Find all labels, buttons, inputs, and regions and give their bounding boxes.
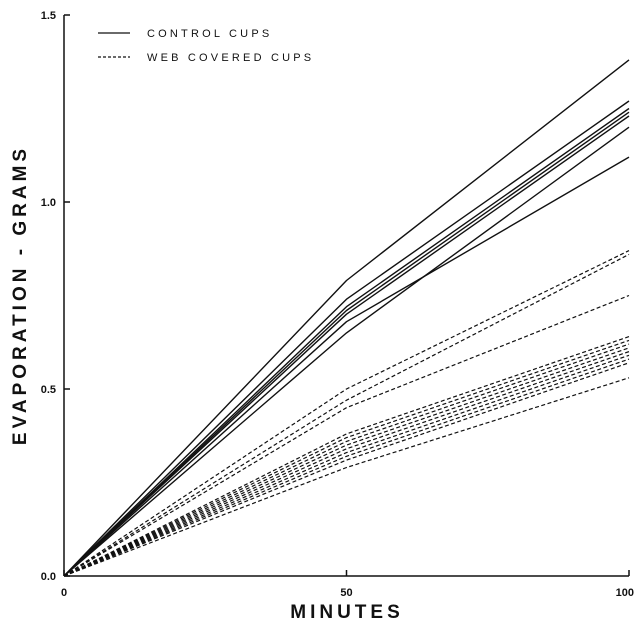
web-covered-cup-line-9 [63, 253, 630, 577]
control-cup-line-3 [63, 107, 630, 577]
control-cup-line-2 [63, 100, 630, 577]
web-covered-cup-line-10 [63, 294, 630, 577]
control-cup-line-5 [63, 115, 630, 577]
web-covered-cup-line-11 [63, 336, 630, 577]
web-covered-cup-line-8 [63, 250, 630, 577]
web-covered-cup-line-12 [63, 339, 630, 577]
web-covered-cup-line-15 [63, 351, 630, 577]
web-covered-cup-line-17 [63, 358, 630, 577]
x-tick-label: 0 [61, 587, 67, 599]
control-cup-line-1 [63, 59, 630, 577]
plot-marks [63, 59, 630, 577]
axes [63, 14, 630, 577]
control-cup-line-4 [63, 111, 630, 577]
control-cup-line-7 [63, 126, 630, 577]
web-covered-cup-line-13 [63, 343, 630, 577]
legend-label-web-covered: WEB COVERED CUPS [147, 52, 314, 64]
y-tick-label: 1.0 [41, 197, 56, 209]
web-covered-cup-line-18 [63, 362, 630, 577]
web-covered-cup-line-14 [63, 347, 630, 577]
x-tick-label: 100 [616, 587, 634, 599]
control-cup-line-6 [63, 156, 630, 577]
x-axis-title: MINUTES [290, 602, 404, 623]
y-tick-label: 1.5 [41, 10, 56, 22]
y-tick-label: 0.5 [41, 384, 56, 396]
tick-labels: 0 50 100 0.0 0.5 1.0 1.5 [41, 10, 634, 599]
legend-label-control: CONTROL CUPS [147, 28, 272, 40]
legend: CONTROL CUPS WEB COVERED CUPS [98, 28, 314, 64]
web-covered-cup-line-19 [63, 377, 630, 577]
y-axis-title: EVAPORATION - GRAMS [10, 145, 31, 445]
web-covered-cup-line-16 [63, 354, 630, 577]
x-tick-label: 50 [340, 587, 352, 599]
y-tick-label: 0.0 [41, 571, 56, 583]
